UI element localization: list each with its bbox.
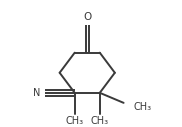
Text: CH₃: CH₃ — [91, 116, 109, 126]
Text: CH₃: CH₃ — [66, 116, 84, 126]
Text: N: N — [33, 88, 40, 98]
Text: CH₃: CH₃ — [134, 102, 152, 112]
Text: O: O — [83, 12, 91, 22]
